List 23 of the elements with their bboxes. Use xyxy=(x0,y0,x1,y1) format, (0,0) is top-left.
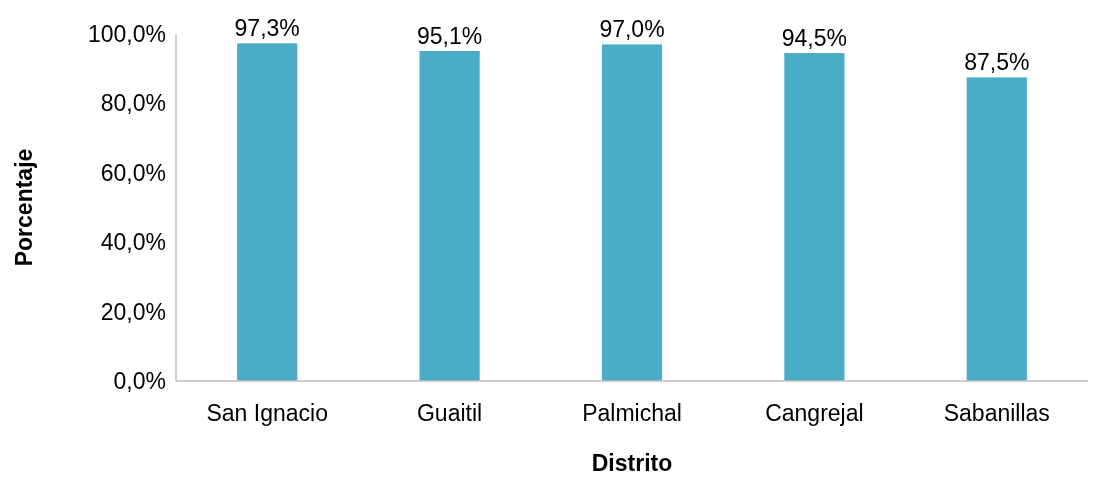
bar xyxy=(601,44,663,381)
bar xyxy=(419,51,480,381)
data-label: 87,5% xyxy=(964,49,1030,76)
y-tick-label: 0,0% xyxy=(113,368,166,395)
bar xyxy=(966,77,1027,381)
y-tick-label: 80,0% xyxy=(100,90,166,117)
x-tick-label: Cangrejal xyxy=(765,400,864,426)
data-label: 97,3% xyxy=(234,15,300,42)
bar xyxy=(784,53,845,381)
data-label: 97,0% xyxy=(599,16,665,43)
y-tick-label: 40,0% xyxy=(100,229,166,256)
bar xyxy=(237,43,298,381)
y-tick-label: 20,0% xyxy=(100,298,166,325)
x-axis-title: Distrito xyxy=(591,450,673,476)
x-tick-label: Sabanillas xyxy=(943,400,1050,426)
y-tick-label: 60,0% xyxy=(100,159,166,186)
y-axis-title: Porcentaje xyxy=(11,148,37,267)
data-label: 95,1% xyxy=(416,23,483,49)
data-label: 94,5% xyxy=(781,25,848,52)
y-tick-label: 100,0% xyxy=(87,21,166,48)
x-tick-label: Guaitil xyxy=(417,400,483,426)
x-tick-label: San Ignacio xyxy=(206,400,328,426)
x-tick-label: Palmichal xyxy=(582,400,682,426)
